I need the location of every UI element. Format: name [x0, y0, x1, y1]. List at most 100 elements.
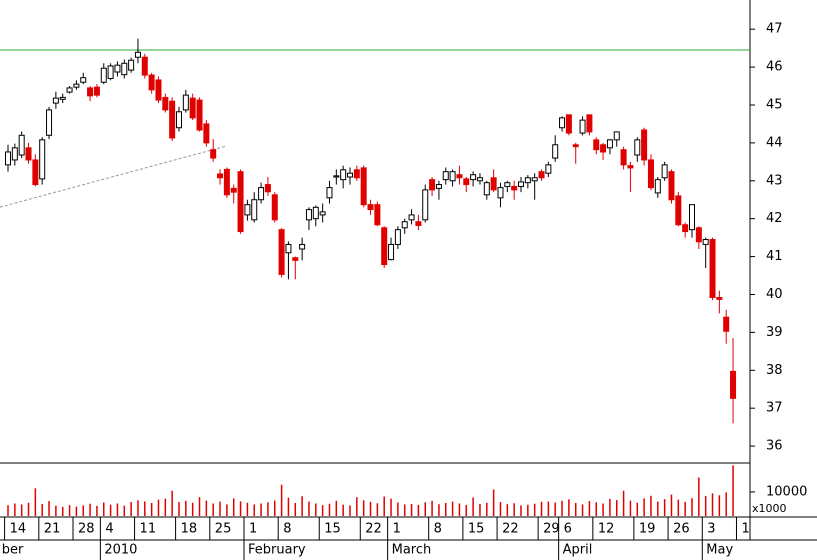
candle-body: [305, 209, 312, 221]
candle-body: [374, 204, 381, 226]
x-tick-label: 1: [741, 522, 749, 537]
x-tick-label: 21: [44, 522, 61, 537]
candle-body: [716, 297, 723, 300]
y-tick-label: 38: [766, 363, 783, 378]
candle-body: [148, 74, 155, 91]
y-tick-label: 40: [766, 287, 783, 302]
x-tick-label: 11: [140, 522, 157, 537]
candle-body: [39, 139, 46, 180]
candle-body: [600, 144, 607, 153]
candle-body: [627, 165, 634, 169]
candle-body: [230, 187, 237, 193]
candle-body: [5, 151, 11, 166]
candle-body: [476, 177, 483, 182]
candle-body: [223, 168, 230, 196]
candle-body: [593, 139, 600, 151]
y-tick-label: 44: [766, 135, 783, 150]
x-tick-label: 8: [434, 522, 442, 537]
candle-body: [196, 99, 203, 131]
x-tick-label: 22: [365, 522, 382, 537]
candle-body: [586, 114, 593, 133]
candle-body: [654, 179, 661, 194]
candle-body: [100, 67, 107, 83]
candle-body: [565, 114, 572, 134]
candle-body: [381, 227, 388, 266]
y-tick-label: 42: [766, 211, 783, 226]
candle-body: [340, 169, 347, 181]
trendline: [0, 145, 228, 208]
candle-body: [647, 159, 654, 189]
candle-body: [511, 185, 518, 191]
candle-body: [559, 117, 566, 129]
candle-body: [552, 144, 559, 159]
candle-body: [524, 177, 531, 184]
candle-body: [360, 167, 367, 206]
candle-body: [18, 134, 25, 156]
candle-body: [490, 177, 497, 191]
x-tick-label: 29: [543, 522, 560, 537]
candle-body: [176, 111, 182, 129]
month-label: ber: [2, 543, 24, 558]
candle-body: [52, 97, 59, 104]
candle-body: [210, 149, 217, 159]
candle-body: [449, 171, 456, 182]
candle-body: [312, 206, 319, 220]
x-tick-label: 6: [564, 522, 572, 537]
y-tick-label: 36: [766, 439, 783, 454]
x-tick-label: 26: [673, 522, 690, 537]
candle-body: [538, 171, 545, 179]
x-tick-label: 1: [393, 522, 401, 537]
candle-body: [217, 173, 224, 179]
candle-body: [93, 86, 100, 96]
candle-body: [531, 177, 538, 182]
month-label: May: [706, 543, 733, 558]
candle-body: [258, 187, 265, 201]
candle-body: [285, 243, 292, 254]
candle-body: [134, 51, 141, 58]
candle-body: [11, 147, 18, 161]
candle-body: [435, 184, 442, 189]
x-tick-label: 1: [249, 522, 257, 537]
y-tick-label: 45: [766, 97, 783, 112]
candle-body: [244, 204, 251, 216]
x-tick-label: 28: [78, 522, 95, 537]
candle-body: [46, 109, 53, 136]
x-tick-label: 14: [10, 522, 27, 537]
y-tick-label: 47: [766, 22, 783, 37]
candle-body: [415, 221, 422, 227]
candle-body: [353, 169, 360, 179]
x-tick-label: 3: [707, 522, 715, 537]
candle-body: [723, 316, 730, 332]
candle-body: [470, 174, 477, 181]
candle-body: [675, 195, 682, 226]
candle-body: [689, 204, 695, 231]
candle-body: [463, 178, 470, 186]
x-tick-label: 22: [502, 522, 519, 537]
x-tick-label: 8: [283, 522, 291, 537]
candle-body: [572, 144, 579, 148]
x-tick-label: 15: [324, 522, 341, 537]
candle-body: [162, 96, 169, 111]
y-tick-label: 37: [766, 401, 783, 416]
candle-body: [497, 187, 504, 199]
candle-body: [668, 171, 675, 201]
candle-body: [264, 184, 271, 193]
candle-body: [579, 119, 586, 134]
x-tick-label: 4: [105, 522, 113, 537]
y-tick-label: 43: [766, 173, 783, 188]
candle-body: [80, 77, 87, 83]
y-tick-label: 41: [766, 249, 783, 264]
x-tick-label: 25: [215, 522, 232, 537]
y-tick-label: 39: [766, 325, 783, 340]
candle-body: [121, 62, 128, 76]
candle-body: [128, 59, 135, 71]
candle-body: [388, 243, 395, 261]
candle-body: [504, 182, 511, 187]
candle-body: [251, 199, 258, 221]
volume-unit: x1000: [752, 502, 787, 515]
candle-body: [203, 123, 210, 144]
candle-body: [702, 239, 709, 245]
candle-body: [483, 182, 490, 196]
candle-body: [182, 94, 189, 111]
volume-tick-label: 10000: [766, 484, 807, 499]
